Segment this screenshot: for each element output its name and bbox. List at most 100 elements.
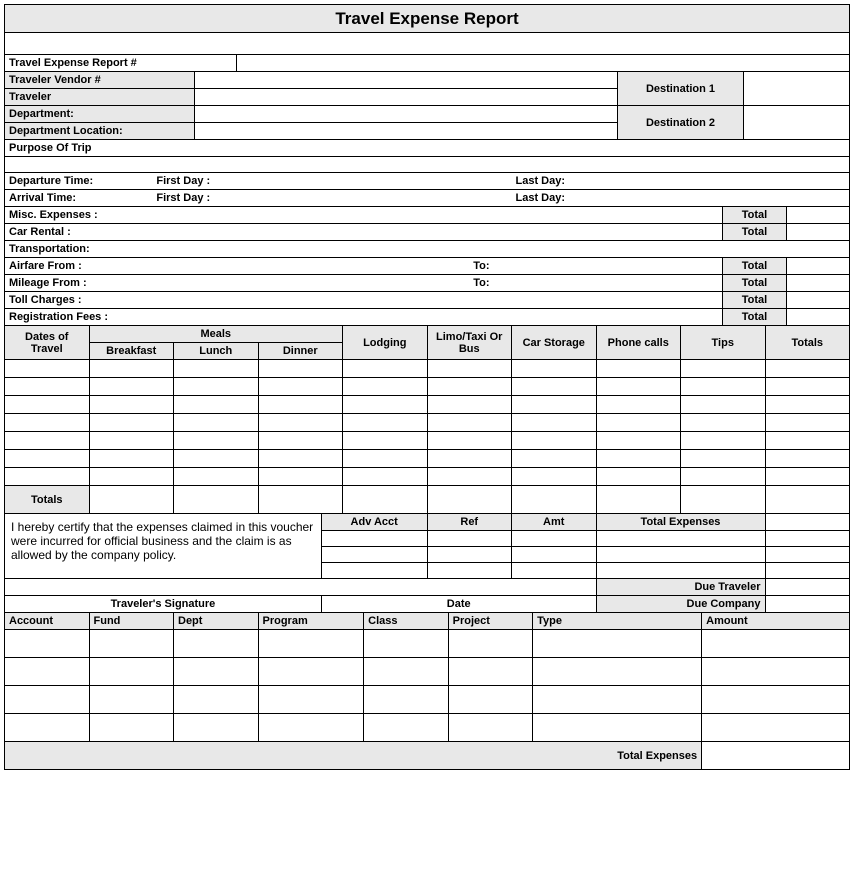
expense-row[interactable] (5, 396, 850, 414)
label-ref: Ref (427, 514, 512, 531)
field-arr-first[interactable] (258, 190, 512, 207)
col-totals: Totals (765, 326, 850, 360)
expense-row[interactable] (5, 468, 850, 486)
expense-row[interactable] (5, 414, 850, 432)
field-purpose[interactable] (5, 157, 850, 173)
label-grid-totals: Totals (5, 486, 90, 514)
field-due-traveler (765, 579, 850, 596)
col-dept: Dept (174, 613, 259, 630)
col-phone: Phone calls (596, 326, 681, 360)
col-lunch: Lunch (174, 343, 259, 360)
label-arrival: Arrival Time: (5, 190, 153, 207)
label-dept-loc: Department Location: (5, 123, 195, 140)
expense-row[interactable] (5, 450, 850, 468)
label-airfare-from: Airfare From : (5, 258, 153, 275)
field-dest1[interactable] (744, 72, 850, 106)
total-lunch (174, 486, 259, 514)
field-bottom-total-expenses (702, 742, 850, 770)
label-misc-total: Total (723, 207, 786, 224)
total-phone (596, 486, 681, 514)
label-arr-last: Last Day: (512, 190, 618, 207)
col-program: Program (258, 613, 364, 630)
label-dep-first: First Day : (152, 173, 258, 190)
total-lodging (343, 486, 428, 514)
col-car-storage: Car Storage (512, 326, 597, 360)
label-dest1: Destination 1 (617, 72, 744, 106)
certification-text: I hereby certify that the expenses claim… (5, 514, 322, 579)
label-mileage-total: Total (723, 275, 786, 292)
field-traveler[interactable] (195, 89, 618, 106)
label-arr-first: First Day : (152, 190, 258, 207)
label-adv-acct: Adv Acct (321, 514, 427, 531)
label-misc: Misc. Expenses : (5, 207, 723, 224)
expense-row[interactable] (5, 432, 850, 450)
field-dep-last[interactable] (617, 173, 849, 190)
label-purpose: Purpose Of Trip (5, 140, 850, 157)
field-department[interactable] (195, 106, 618, 123)
accounting-row[interactable] (5, 630, 850, 658)
field-mileage-from[interactable] (152, 275, 469, 292)
col-dinner: Dinner (258, 343, 343, 360)
field-mileage-to[interactable] (512, 275, 723, 292)
label-mileage-from: Mileage From : (5, 275, 153, 292)
label-car-total: Total (723, 224, 786, 241)
label-toll-total: Total (723, 292, 786, 309)
label-date: Date (321, 596, 596, 613)
label-reg-fees: Registration Fees : (5, 309, 723, 326)
col-project: Project (448, 613, 533, 630)
field-total-expenses-val (765, 514, 850, 531)
field-reg-total[interactable] (786, 309, 849, 326)
col-class: Class (364, 613, 449, 630)
label-car-rental: Car Rental : (5, 224, 723, 241)
col-account: Account (5, 613, 90, 630)
total-limo (427, 486, 512, 514)
label-departure: Departure Time: (5, 173, 153, 190)
label-toll: Toll Charges : (5, 292, 723, 309)
field-vendor-num[interactable] (195, 72, 618, 89)
label-due-company: Due Company (596, 596, 765, 613)
field-arr-last[interactable] (617, 190, 849, 207)
accounting-row[interactable] (5, 686, 850, 714)
field-mileage-total[interactable] (786, 275, 849, 292)
col-type: Type (533, 613, 702, 630)
field-dept-loc[interactable] (195, 123, 618, 140)
total-grand (765, 486, 850, 514)
label-airfare-total: Total (723, 258, 786, 275)
total-tips (681, 486, 766, 514)
expense-row[interactable] (5, 360, 850, 378)
col-tips: Tips (681, 326, 766, 360)
label-signature: Traveler's Signature (5, 596, 322, 613)
total-dinner (258, 486, 343, 514)
col-limo: Limo/Taxi Or Bus (427, 326, 512, 360)
label-report-num: Travel Expense Report # (5, 55, 237, 72)
accounting-row[interactable] (5, 714, 850, 742)
expense-row[interactable] (5, 378, 850, 396)
field-misc-total[interactable] (786, 207, 849, 224)
label-reg-total: Total (723, 309, 786, 326)
col-dates: Dates of Travel (5, 326, 90, 360)
spacer-due-traveler (5, 579, 597, 596)
field-dest2[interactable] (744, 106, 850, 140)
label-department: Department: (5, 106, 195, 123)
label-transportation: Transportation: (5, 241, 850, 258)
field-report-num[interactable] (237, 55, 850, 72)
col-breakfast: Breakfast (89, 343, 174, 360)
field-toll-total[interactable] (786, 292, 849, 309)
col-fund: Fund (89, 613, 174, 630)
accounting-row[interactable] (5, 658, 850, 686)
field-dep-first[interactable] (258, 173, 512, 190)
field-car-total[interactable] (786, 224, 849, 241)
total-breakfast (89, 486, 174, 514)
travel-expense-report: Travel Expense Report Travel Expense Rep… (4, 4, 850, 770)
field-airfare-from[interactable] (152, 258, 469, 275)
total-car-storage (512, 486, 597, 514)
label-due-traveler: Due Traveler (596, 579, 765, 596)
col-lodging: Lodging (343, 326, 428, 360)
label-amt: Amt (512, 514, 597, 531)
field-airfare-to[interactable] (512, 258, 723, 275)
label-traveler: Traveler (5, 89, 195, 106)
col-meals: Meals (89, 326, 343, 343)
field-airfare-total[interactable] (786, 258, 849, 275)
label-bottom-total-expenses: Total Expenses (5, 742, 702, 770)
label-dep-last: Last Day: (512, 173, 618, 190)
